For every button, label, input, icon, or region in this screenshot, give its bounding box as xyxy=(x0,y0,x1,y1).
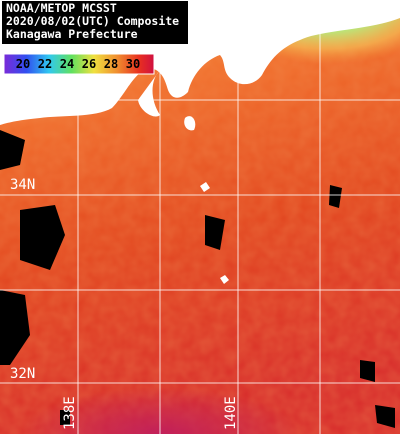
colorbar xyxy=(3,53,155,75)
latitude-label: 32N xyxy=(10,366,35,382)
title-line: Kanagawa Prefecture xyxy=(6,27,138,41)
cloud-mask xyxy=(0,130,395,428)
title-line: 2020/08/02(UTC) Composite xyxy=(6,14,179,28)
latitude-label: 34N xyxy=(10,177,35,193)
longitude-label: 138E xyxy=(62,396,78,430)
title-line: NOAA/METOP MCSST xyxy=(6,1,117,15)
island xyxy=(184,116,196,131)
colorbar-label: 24 xyxy=(60,57,74,71)
peninsula xyxy=(138,70,160,117)
colorbar-label: 20 xyxy=(16,57,30,71)
longitude-label: 140E xyxy=(223,396,239,430)
colorbar-label: 26 xyxy=(82,57,96,71)
colorbar-label: 28 xyxy=(104,57,118,71)
title-box xyxy=(2,1,188,44)
colorbar-label: 22 xyxy=(38,57,52,71)
colorbar-label: 30 xyxy=(126,57,140,71)
